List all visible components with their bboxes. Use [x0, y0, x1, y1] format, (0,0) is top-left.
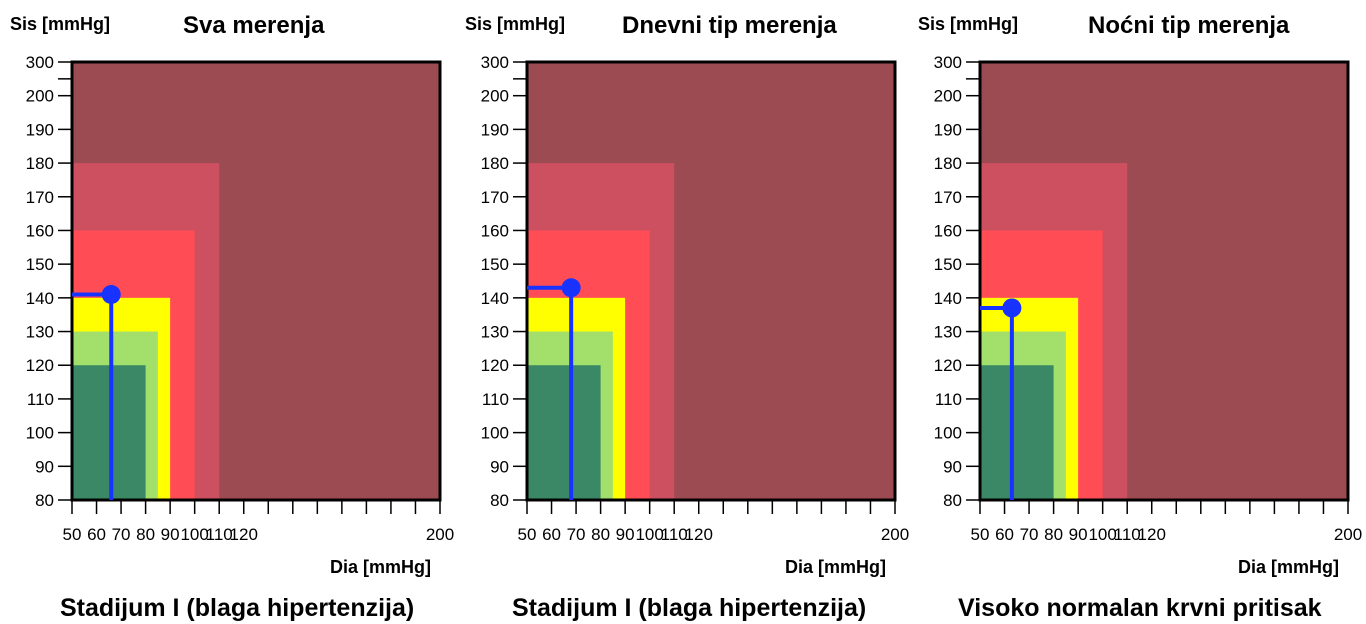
x-tick-label: 90 [1069, 525, 1088, 544]
chart-panel-night: Sis [mmHg] Noćni tip merenja 80 90 100 110 1… [908, 0, 1363, 624]
y-tick-label: 90 [490, 457, 509, 476]
x-tick-label: 70 [567, 525, 586, 544]
zone-5 [72, 365, 146, 500]
x-tick-label: 100 [180, 525, 208, 544]
y-tick-label: 120 [481, 356, 509, 375]
x-tick-label: 60 [87, 525, 106, 544]
y-tick-label: 80 [35, 491, 54, 510]
chart-panel-day: Sis [mmHg] Dnevni tip merenja 80 90 100 110… [455, 0, 910, 624]
measurement-point [101, 284, 121, 304]
zone-5 [527, 365, 601, 500]
y-tick-label: 90 [943, 457, 962, 476]
y-tick-label: 130 [934, 323, 962, 342]
y-tick-label: 190 [26, 120, 54, 139]
y-tick-label: 120 [26, 356, 54, 375]
x-tick-label: 120 [230, 525, 258, 544]
y-tick-label: 200 [26, 87, 54, 106]
y-axis-label: Sis [mmHg] [918, 14, 1019, 34]
y-tick-label: 100 [934, 424, 962, 443]
y-tick-label: 120 [934, 356, 962, 375]
x-axis-label: Dia [mmHg] [330, 557, 432, 577]
y-tick-label: 90 [35, 457, 54, 476]
chart-title: Sva merenja [183, 12, 325, 39]
y-tick-label: 130 [481, 323, 509, 342]
x-tick-label: 200 [1334, 525, 1362, 544]
y-tick-label: 160 [481, 221, 509, 240]
x-tick-label: 120 [685, 525, 713, 544]
x-tick-label: 80 [136, 525, 155, 544]
chart-title: Noćni tip merenja [1088, 12, 1290, 39]
y-tick-label: 300 [481, 53, 509, 72]
x-tick-label: 80 [1044, 525, 1063, 544]
x-tick-label: 110 [206, 525, 233, 544]
measurement-point [561, 278, 581, 298]
zone-5 [980, 365, 1054, 500]
x-tick-label: 70 [1020, 525, 1039, 544]
y-tick-label: 160 [26, 221, 54, 240]
y-tick-label: 100 [481, 424, 509, 443]
bp-classification-chart: 8090100110120130140150160170180190200300… [481, 53, 910, 544]
y-tick-label: 170 [934, 188, 962, 207]
y-axis-label: Sis [mmHg] [10, 14, 111, 34]
x-axis-label: Dia [mmHg] [785, 557, 887, 577]
x-tick-label: 60 [995, 525, 1014, 544]
y-tick-label: 180 [481, 154, 509, 173]
x-tick-label: 70 [112, 525, 131, 544]
x-tick-label: 90 [616, 525, 635, 544]
chart-panel-all: Sis [mmHg] Sva merenja 80 90 100 110 120 130 1… [0, 0, 455, 624]
y-tick-label: 300 [26, 53, 54, 72]
x-tick-label: 200 [426, 525, 454, 544]
x-tick-label: 50 [518, 525, 537, 544]
chart-title: Dnevni tip merenja [622, 12, 837, 39]
plot-frame [978, 60, 1350, 502]
x-tick-label: 110 [661, 525, 688, 544]
classification-result: Stadijum I (blaga hipertenzija) [512, 594, 867, 622]
y-tick-label: 110 [482, 390, 509, 409]
plot-frame [70, 60, 442, 502]
y-tick-label: 80 [490, 491, 509, 510]
y-tick-label: 300 [934, 53, 962, 72]
x-tick-label: 50 [63, 525, 82, 544]
x-tick-label: 80 [591, 525, 610, 544]
x-tick-label: 90 [161, 525, 180, 544]
y-tick-label: 200 [934, 87, 962, 106]
y-tick-label: 140 [934, 289, 962, 308]
y-tick-label: 190 [934, 120, 962, 139]
classification-result: Visoko normalan krvni pritisak [958, 594, 1322, 622]
y-tick-label: 180 [26, 154, 54, 173]
measurement-point [1002, 298, 1022, 318]
y-tick-label: 110 [935, 390, 962, 409]
x-tick-label: 60 [542, 525, 561, 544]
y-tick-label: 200 [481, 87, 509, 106]
y-tick-label: 160 [934, 221, 962, 240]
y-tick-label: 150 [934, 255, 962, 274]
plot-frame [525, 60, 897, 502]
y-tick-label: 170 [26, 188, 54, 207]
x-tick-label: 120 [1138, 525, 1166, 544]
y-tick-label: 150 [481, 255, 509, 274]
y-tick-label: 140 [481, 289, 509, 308]
y-tick-label: 150 [26, 255, 54, 274]
bp-classification-chart: 8090100110120130140150160170180190200300… [26, 53, 455, 544]
x-axis-label: Dia [mmHg] [1238, 557, 1340, 577]
y-tick-label: 140 [26, 289, 54, 308]
y-tick-label: 130 [26, 323, 54, 342]
x-tick-label: 50 [971, 525, 990, 544]
x-tick-label: 100 [1088, 525, 1116, 544]
y-tick-label: 100 [26, 424, 54, 443]
x-tick-label: 110 [1114, 525, 1141, 544]
classification-result: Stadijum I (blaga hipertenzija) [60, 594, 415, 622]
y-axis-label: Sis [mmHg] [465, 14, 566, 34]
y-tick-label: 180 [934, 154, 962, 173]
x-tick-label: 100 [635, 525, 663, 544]
x-tick-label: 200 [881, 525, 909, 544]
y-tick-label: 170 [481, 188, 509, 207]
y-tick-label: 110 [27, 390, 54, 409]
y-tick-label: 190 [481, 120, 509, 139]
bp-classification-chart: 8090100110120130140150160170180190200300… [934, 53, 1363, 544]
y-tick-label: 80 [943, 491, 962, 510]
